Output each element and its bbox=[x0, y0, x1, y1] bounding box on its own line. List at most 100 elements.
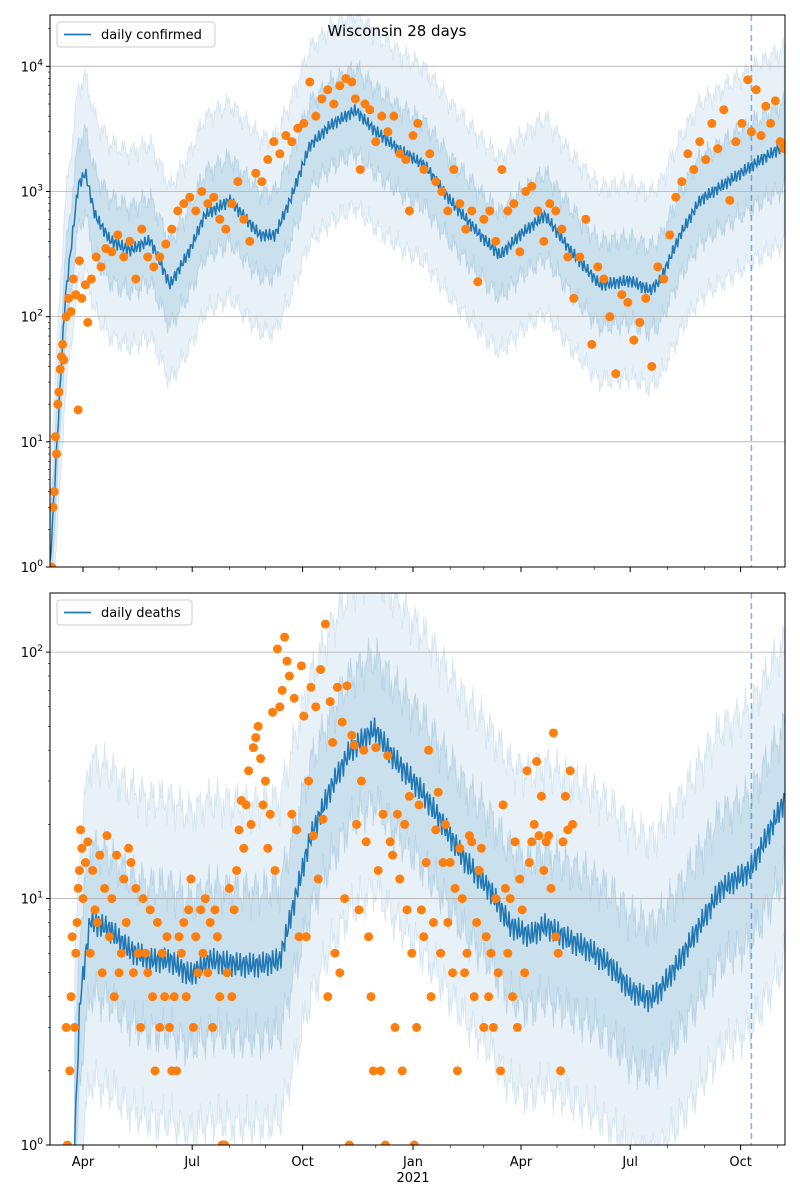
data-point bbox=[460, 968, 470, 978]
data-point bbox=[208, 1022, 218, 1032]
data-point bbox=[176, 948, 186, 958]
data-point bbox=[50, 487, 59, 497]
data-point bbox=[557, 224, 567, 234]
data-point bbox=[275, 149, 285, 159]
data-point bbox=[419, 932, 429, 942]
y-tick-label: 101 bbox=[21, 891, 43, 908]
data-point bbox=[725, 195, 735, 205]
data-point bbox=[296, 661, 306, 671]
data-point bbox=[193, 968, 203, 978]
data-point bbox=[395, 149, 405, 159]
x-tick-label: Oct bbox=[729, 1155, 751, 1170]
y-tick-exp: 0 bbox=[37, 1137, 43, 1147]
data-point bbox=[474, 865, 484, 875]
data-point bbox=[677, 177, 687, 187]
data-point bbox=[196, 905, 206, 915]
data-point bbox=[467, 206, 477, 216]
data-point bbox=[473, 277, 483, 287]
y-tick-exp: 3 bbox=[37, 183, 43, 193]
data-point bbox=[109, 992, 119, 1002]
data-point bbox=[461, 224, 471, 234]
data-point bbox=[349, 740, 359, 750]
data-point bbox=[431, 825, 441, 835]
y-tick-exp: 2 bbox=[37, 644, 43, 654]
data-point bbox=[239, 214, 249, 224]
data-point bbox=[124, 843, 134, 853]
data-point bbox=[155, 252, 165, 262]
legend-box bbox=[56, 599, 193, 626]
data-point bbox=[119, 874, 129, 884]
chart-title: Wisconsin 28 days bbox=[328, 22, 467, 40]
data-point bbox=[174, 932, 184, 942]
data-point bbox=[53, 399, 63, 409]
data-point bbox=[152, 917, 162, 927]
data-point bbox=[245, 236, 255, 246]
data-point bbox=[493, 968, 503, 978]
x-tick-label: Oct bbox=[291, 1155, 313, 1170]
data-point bbox=[220, 1140, 230, 1145]
data-point bbox=[203, 968, 213, 978]
y-tick-base: 10 bbox=[21, 60, 38, 75]
data-point bbox=[503, 206, 513, 216]
data-point bbox=[74, 256, 84, 266]
data-point bbox=[323, 992, 333, 1002]
data-point bbox=[337, 717, 347, 727]
data-point bbox=[308, 831, 318, 841]
data-point bbox=[80, 858, 90, 868]
data-point bbox=[515, 874, 525, 884]
data-point bbox=[85, 948, 95, 958]
data-point bbox=[389, 111, 399, 121]
data-point bbox=[476, 843, 486, 853]
data-point bbox=[416, 905, 426, 915]
data-point bbox=[397, 1066, 407, 1076]
axes-frame bbox=[49, 14, 786, 568]
data-point bbox=[281, 131, 291, 141]
data-point bbox=[421, 858, 431, 868]
x-tick-label: Jul bbox=[621, 1155, 638, 1170]
data-point bbox=[440, 819, 450, 829]
y-tick-base: 10 bbox=[21, 646, 38, 661]
data-point bbox=[641, 293, 651, 303]
data-point bbox=[244, 766, 254, 776]
data-point bbox=[59, 355, 69, 365]
y-tick-label: 100 bbox=[21, 559, 44, 576]
data-point bbox=[479, 1022, 489, 1032]
data-point bbox=[212, 932, 222, 942]
data-point bbox=[90, 905, 100, 915]
data-point bbox=[188, 1022, 198, 1032]
data-point bbox=[408, 131, 418, 141]
data-point bbox=[400, 819, 410, 829]
data-point bbox=[412, 1022, 422, 1032]
data-point bbox=[431, 177, 441, 187]
data-point bbox=[426, 992, 436, 1002]
data-point bbox=[241, 800, 251, 810]
legend-label: daily deaths bbox=[101, 606, 181, 621]
y-tick-label: 102 bbox=[21, 644, 43, 661]
data-point bbox=[167, 224, 177, 234]
data-point bbox=[294, 932, 304, 942]
data-point bbox=[91, 252, 101, 262]
data-point bbox=[385, 837, 395, 847]
data-point bbox=[52, 449, 62, 459]
data-point bbox=[770, 96, 780, 106]
data-point bbox=[539, 865, 549, 875]
data-point bbox=[138, 894, 148, 904]
inner-band bbox=[74, 636, 785, 1145]
data-point bbox=[58, 339, 68, 349]
data-point bbox=[665, 230, 675, 240]
data-point bbox=[436, 948, 446, 958]
data-point bbox=[77, 843, 87, 853]
data-point bbox=[137, 224, 147, 234]
data-point bbox=[71, 948, 81, 958]
data-point bbox=[301, 932, 311, 942]
plot-area bbox=[50, 593, 785, 1145]
data-point bbox=[707, 118, 717, 128]
data-point bbox=[335, 968, 345, 978]
data-point bbox=[77, 293, 87, 303]
data-point bbox=[287, 137, 297, 147]
x-year-label: 2021 bbox=[396, 1171, 429, 1186]
x-tick-label: Jul bbox=[183, 1155, 200, 1170]
data-point bbox=[671, 192, 681, 202]
legend-box bbox=[56, 21, 216, 48]
